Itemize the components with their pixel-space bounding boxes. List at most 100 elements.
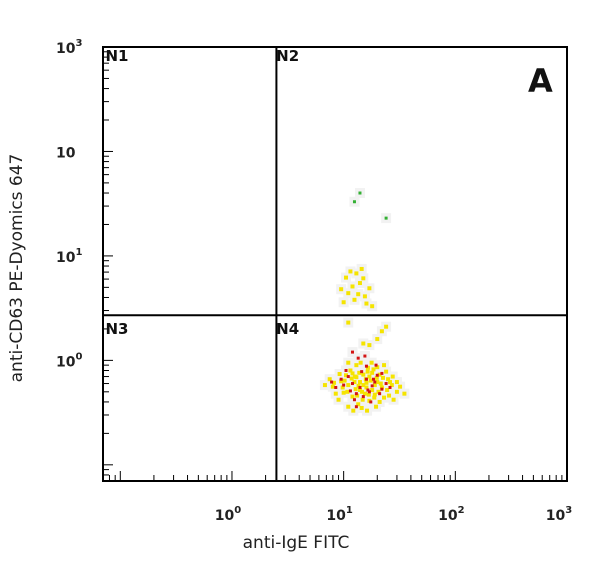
event-point xyxy=(370,384,374,388)
event-point xyxy=(374,375,379,380)
event-point xyxy=(350,284,355,289)
event-point xyxy=(378,392,382,396)
event-point xyxy=(344,373,349,378)
event-point xyxy=(360,370,364,374)
event-point xyxy=(330,380,334,384)
event-point xyxy=(348,269,353,274)
event-point xyxy=(349,376,354,381)
y-tick-label: 101 xyxy=(56,247,82,266)
event-point xyxy=(371,377,375,381)
event-point xyxy=(339,287,344,292)
y-tick-exponent: 3 xyxy=(75,38,82,49)
event-point xyxy=(356,383,361,388)
event-point xyxy=(341,300,346,305)
event-point xyxy=(357,388,362,393)
event-point xyxy=(379,329,384,334)
event-point xyxy=(385,388,390,393)
event-point xyxy=(380,375,385,380)
event-point xyxy=(379,385,384,390)
event-point xyxy=(352,297,357,302)
event-point xyxy=(354,271,359,276)
event-point xyxy=(342,378,347,383)
event-dot-layer xyxy=(322,191,407,413)
event-point xyxy=(348,389,352,393)
event-point xyxy=(372,395,377,400)
event-point xyxy=(354,392,358,396)
event-point xyxy=(364,380,369,385)
event-point xyxy=(357,370,362,375)
event-point xyxy=(359,405,364,410)
event-point xyxy=(374,404,379,409)
event-point xyxy=(402,391,407,396)
x-tick-label: 100 xyxy=(215,505,241,524)
quadrant-gate-layer xyxy=(103,47,567,481)
x-tick-exponent: 3 xyxy=(565,505,572,516)
event-point xyxy=(384,216,388,220)
event-point xyxy=(364,385,369,390)
event-point xyxy=(354,405,358,409)
event-point xyxy=(380,371,384,375)
y-axis-title: anti-CD63 PE-Dyomics 647 xyxy=(7,154,27,383)
event-point xyxy=(342,383,346,387)
event-point xyxy=(346,291,351,296)
event-point xyxy=(333,391,338,396)
event-point xyxy=(353,387,358,392)
event-point xyxy=(362,391,367,396)
event-point xyxy=(346,375,350,379)
event-point xyxy=(389,383,394,388)
event-point xyxy=(375,365,380,370)
event-point xyxy=(387,380,392,385)
event-point xyxy=(366,392,371,397)
event-point xyxy=(339,379,344,384)
event-point xyxy=(356,356,360,360)
event-point xyxy=(361,372,366,377)
event-point xyxy=(375,373,379,377)
x-tick-exponent: 1 xyxy=(346,505,353,516)
y-tick-label: 100 xyxy=(56,351,82,370)
event-point xyxy=(387,393,392,398)
event-point xyxy=(361,276,366,281)
event-point xyxy=(348,368,353,373)
y-tick-exponent: 0 xyxy=(75,351,82,362)
event-point xyxy=(384,369,389,374)
event-point xyxy=(334,385,338,389)
event-point xyxy=(361,383,366,388)
event-point xyxy=(365,369,370,374)
event-point xyxy=(358,385,362,389)
event-point xyxy=(361,395,365,399)
x-tick-label: 103 xyxy=(546,505,572,524)
event-point xyxy=(370,304,375,309)
event-point xyxy=(345,389,350,394)
event-point xyxy=(357,281,362,286)
event-point xyxy=(360,397,365,402)
event-point xyxy=(366,388,370,392)
event-point xyxy=(391,397,396,402)
event-point xyxy=(340,385,345,390)
event-point xyxy=(364,377,368,381)
panel-label: A xyxy=(528,62,553,100)
plot-frame xyxy=(102,46,568,482)
event-point xyxy=(384,324,389,329)
event-point xyxy=(330,384,335,389)
event-point xyxy=(350,382,354,386)
event-point xyxy=(352,398,356,402)
event-point xyxy=(327,377,332,382)
event-point xyxy=(364,301,369,306)
event-point xyxy=(350,371,355,376)
event-point xyxy=(378,381,383,386)
quadrant-label: N4 xyxy=(276,320,299,338)
event-point xyxy=(344,275,349,280)
x-axis-title: anti-IgE FITC xyxy=(243,533,350,553)
event-point xyxy=(322,383,327,388)
event-point xyxy=(344,368,348,372)
event-point xyxy=(364,364,368,368)
event-point xyxy=(371,367,376,372)
event-point xyxy=(384,382,388,386)
quadrant-label: N1 xyxy=(105,47,128,65)
event-point xyxy=(376,389,381,394)
event-point xyxy=(394,389,399,394)
x-tick-base: 10 xyxy=(326,508,346,524)
event-point xyxy=(390,374,395,379)
event-point xyxy=(362,294,367,299)
